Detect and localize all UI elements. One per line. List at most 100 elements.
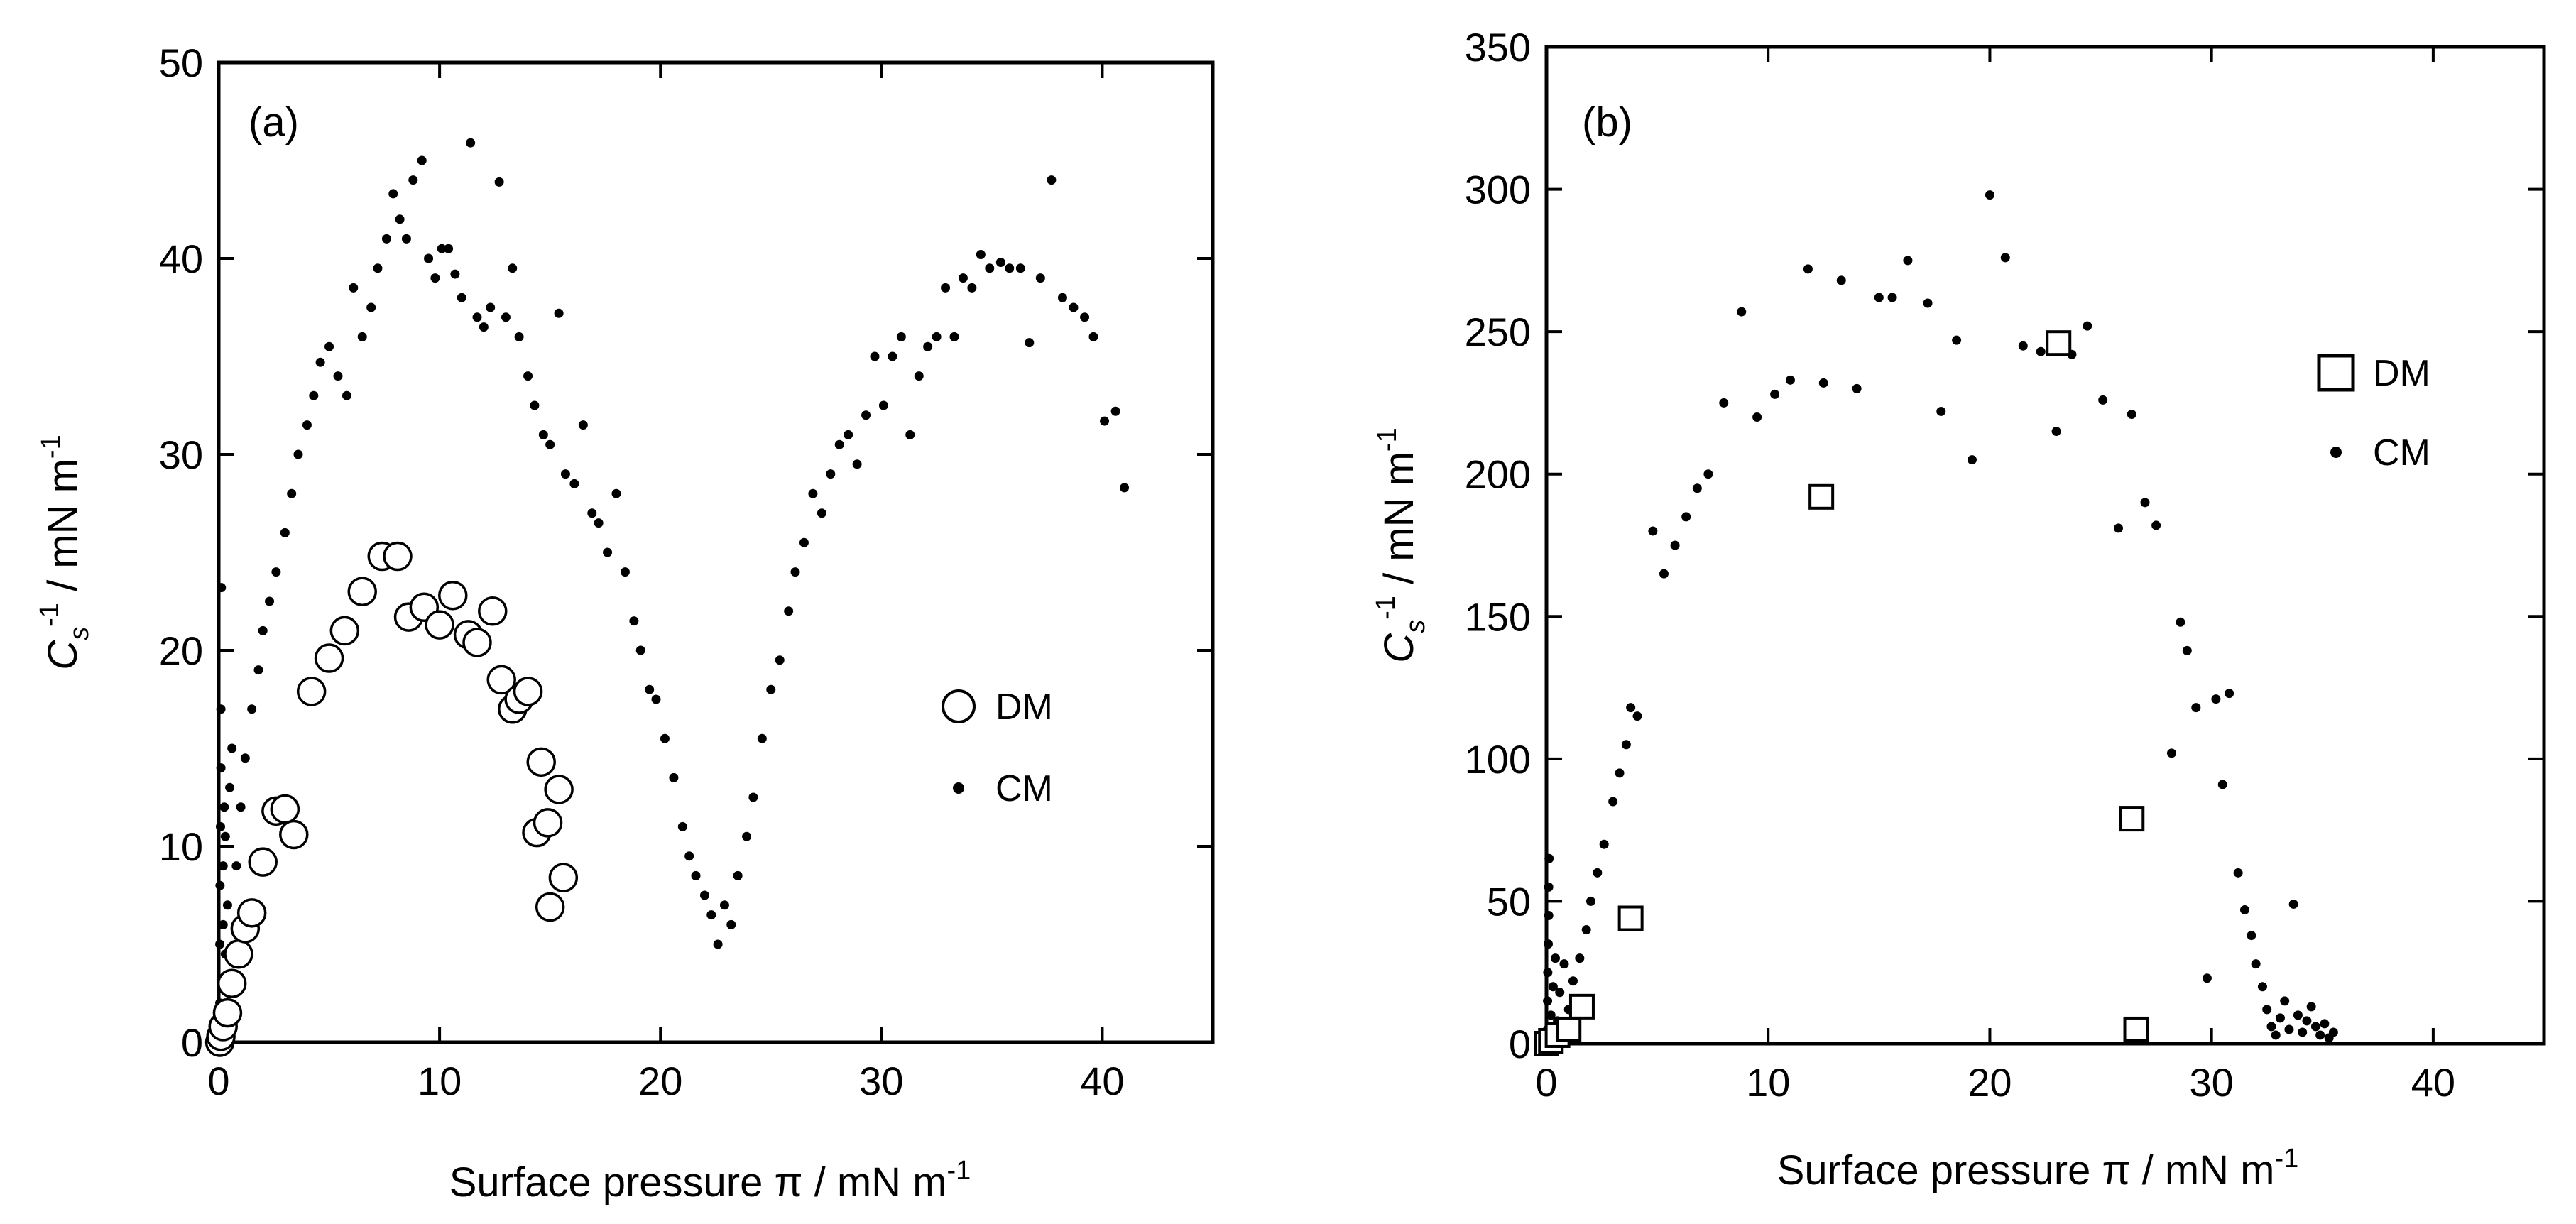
point-cm-a-43 [424, 253, 434, 263]
point-cm-b-54 [2098, 395, 2108, 405]
legend-label-dm-a: DM [995, 687, 1053, 728]
point-cm-a-47 [450, 269, 460, 279]
x-tick-label-b-2: 20 [1968, 1060, 2012, 1105]
point-dm-a-20 [425, 610, 454, 640]
point-cm-b-43 [1923, 298, 1933, 308]
point-cm-a-110 [958, 273, 968, 283]
point-cm-a-59 [538, 430, 548, 439]
point-cm-a-2 [215, 880, 225, 890]
point-cm-b-21 [1615, 768, 1625, 778]
point-cm-a-10 [219, 802, 229, 812]
point-cm-b-22 [1621, 740, 1631, 750]
point-cm-a-90 [784, 606, 794, 616]
point-cm-a-26 [293, 449, 303, 459]
point-cm-a-36 [373, 263, 383, 273]
point-cm-a-22 [265, 596, 275, 606]
point-cm-b-37 [1818, 378, 1828, 388]
ticks-b: 0 10 20 30 40 0 50 100 150 200 250 300 350 [1465, 25, 2544, 1105]
point-cm-a-35 [366, 302, 376, 312]
point-cm-a-83 [726, 919, 736, 929]
point-cm-a-30 [324, 341, 334, 351]
point-cm-a-79 [699, 890, 709, 900]
point-cm-b-71 [2257, 982, 2267, 992]
point-cm-b-69 [2247, 931, 2256, 941]
point-cm-a-9 [218, 861, 228, 871]
point-cm-a-92 [799, 537, 809, 547]
point-cm-a-84 [733, 870, 743, 880]
point-cm-b-64 [2211, 694, 2221, 704]
point-cm-b-56 [2127, 409, 2136, 419]
point-cm-a-121 [1069, 302, 1079, 312]
y-tick-label-a-3: 30 [159, 432, 203, 477]
point-cm-a-37 [381, 234, 391, 244]
point-cm-b-77 [2284, 1024, 2294, 1034]
point-cm-a-28 [309, 390, 319, 400]
point-cm-b-20 [1608, 797, 1618, 807]
point-dm-a-25 [486, 665, 516, 695]
point-cm-b-53 [2083, 321, 2092, 331]
point-cm-a-42 [417, 155, 427, 165]
point-cm-a-50 [472, 312, 482, 322]
point-cm-b-5 [1544, 882, 1554, 892]
point-cm-a-56 [514, 332, 524, 341]
legend-marker-dm-b [2317, 354, 2355, 392]
point-cm-a-95 [826, 469, 836, 479]
point-cm-a-19 [247, 704, 257, 714]
point-cm-a-49 [466, 138, 476, 148]
point-cm-b-76 [2280, 996, 2290, 1006]
point-cm-a-6 [217, 583, 227, 593]
panel-a: (a) 0 10 20 30 40 0 10 20 30 40 50 DM CM Surface pr… [35, 40, 1215, 1206]
x-axis-label-b: Surface pressure π / mN m-1 [1777, 1144, 2299, 1193]
point-cm-b-85 [2320, 1019, 2330, 1029]
point-dm-a-4 [217, 968, 247, 998]
point-dm-a-3 [212, 998, 243, 1028]
point-cm-a-97 [844, 430, 853, 439]
point-cm-b-84 [2315, 1030, 2325, 1040]
points-a [204, 138, 1130, 1057]
point-cm-a-38 [388, 189, 398, 199]
point-cm-b-7 [1546, 1010, 1556, 1020]
point-cm-a-112 [976, 249, 986, 259]
point-cm-a-66 [594, 518, 604, 528]
y-tick-label-b-6: 300 [1465, 168, 1531, 212]
point-cm-a-73 [651, 694, 661, 704]
point-cm-a-31 [333, 371, 343, 381]
point-cm-b-67 [2233, 868, 2243, 878]
y-tick-label-b-7: 350 [1465, 25, 1531, 70]
point-cm-a-108 [941, 283, 951, 293]
point-cm-a-104 [905, 430, 915, 439]
legend-a: DM CM [942, 687, 1053, 809]
point-cm-a-94 [817, 508, 826, 518]
point-cm-b-11 [1555, 988, 1565, 998]
point-cm-b-59 [2166, 748, 2176, 758]
point-cm-b-49 [2018, 341, 2028, 351]
point-cm-b-81 [2302, 1016, 2312, 1026]
point-cm-a-12 [220, 831, 230, 841]
y-tick-label-a-1: 10 [159, 824, 203, 869]
point-cm-a-76 [677, 821, 687, 831]
point-cm-a-29 [315, 357, 325, 367]
point-dm-a-7 [236, 898, 267, 928]
point-dm-b-5 [1617, 905, 1644, 931]
point-cm-a-24 [280, 528, 290, 537]
point-dm-b-8 [2119, 806, 2145, 832]
point-cm-b-48 [2000, 253, 2010, 263]
point-cm-a-5 [216, 704, 226, 714]
point-cm-b-23 [1626, 703, 1636, 713]
point-cm-b-68 [2240, 905, 2249, 914]
y-axis-label-b: Cs-1 / mN m-1 [1371, 427, 1431, 662]
point-cm-a-71 [635, 645, 645, 655]
point-cm-b-62 [2191, 703, 2201, 713]
point-cm-a-32 [342, 390, 351, 400]
point-cm-b-30 [1703, 469, 1713, 479]
legend-label-cm-b: CM [2373, 432, 2430, 474]
x-axis-label-a: Surface pressure π / mN m-1 [449, 1156, 971, 1206]
point-cm-a-78 [691, 870, 701, 880]
point-cm-b-51 [2051, 427, 2061, 437]
point-cm-b-80 [2298, 1027, 2308, 1037]
y-tick-label-a-2: 20 [159, 628, 203, 673]
point-cm-a-16 [231, 861, 241, 871]
panel-label-a: (a) [249, 99, 299, 146]
point-cm-a-34 [357, 332, 367, 341]
ticks-a: 0 10 20 30 40 0 10 20 30 40 50 [159, 40, 1213, 1103]
